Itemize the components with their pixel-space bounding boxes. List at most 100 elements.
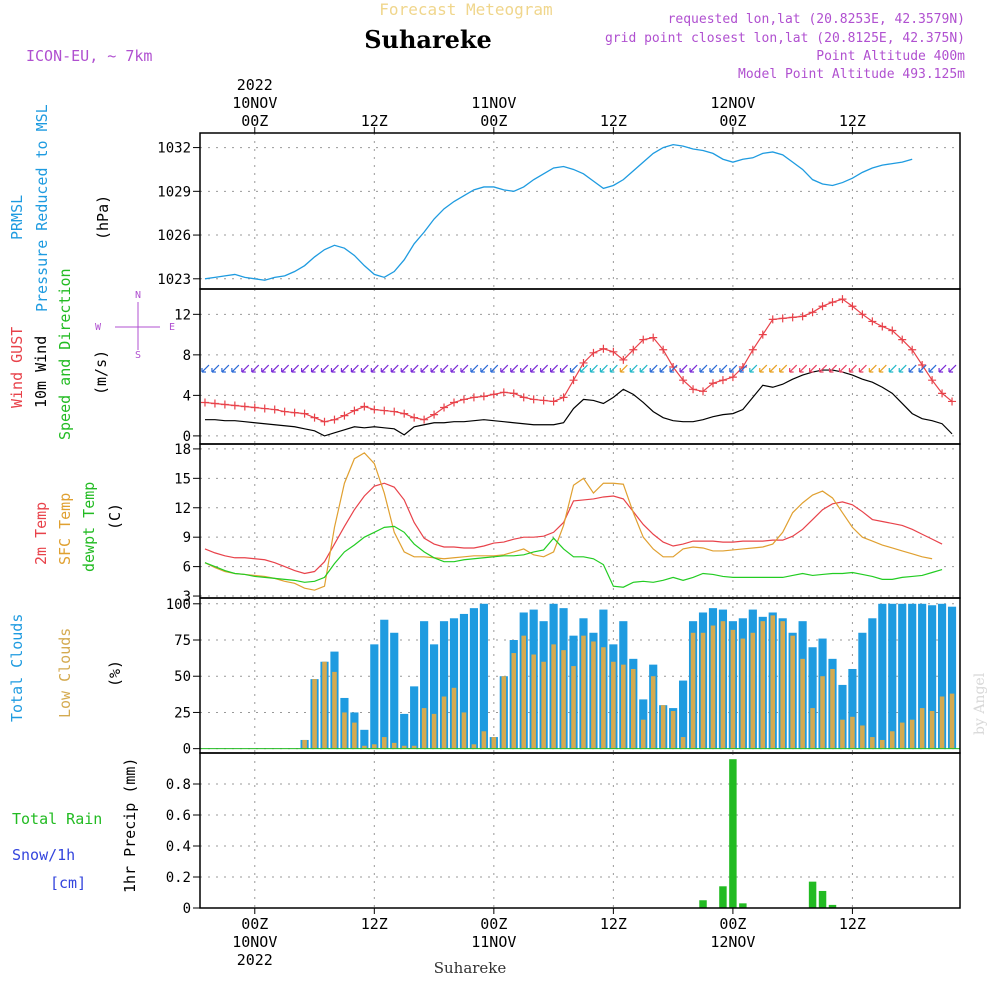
wind-arrow <box>739 364 748 373</box>
total-cloud-bar <box>928 605 937 749</box>
pressure-label-1: PRMSL <box>8 195 26 240</box>
wind-arrow <box>818 364 827 373</box>
bottom-time-label-2: 11NOV <box>471 933 516 951</box>
gust-point <box>629 345 638 354</box>
low-cloud-bar <box>870 737 875 749</box>
low-cloud-bar <box>720 621 726 749</box>
wind-arrow <box>789 364 798 373</box>
chart-subtitle: Forecast Meteogram <box>379 0 552 19</box>
grid-coords: grid point closest lon,lat (20.8125E, 42… <box>605 31 965 46</box>
bottom-time-label-0: 10NOV <box>232 933 277 951</box>
gust-point <box>469 393 478 402</box>
low-cloud-bar <box>850 716 855 749</box>
wind-arrow <box>629 364 638 373</box>
gust-point <box>619 355 628 364</box>
gust-point <box>599 344 608 353</box>
gust-point <box>489 390 498 399</box>
temp-dew-label: dewpt Temp <box>80 482 98 572</box>
gust-point <box>689 385 698 394</box>
wind-arrow <box>261 364 270 373</box>
low-cloud-bar <box>860 725 865 749</box>
wind-arrow <box>769 364 778 373</box>
gust-point <box>798 312 807 321</box>
gust-point <box>280 407 289 416</box>
compass-north: N <box>135 290 141 301</box>
low-cloud-bar <box>800 658 805 749</box>
wind-arrow <box>480 364 489 373</box>
total-clouds-label: Total Clouds <box>8 614 26 722</box>
wind-arrow <box>550 364 559 373</box>
gust-point <box>270 405 279 414</box>
low-cloud-bar <box>710 625 716 749</box>
wind-arrow <box>928 364 937 373</box>
wind-arrow <box>868 364 877 373</box>
wind-arrow <box>540 364 549 373</box>
low-cloud-bar <box>949 693 955 749</box>
wind-arrow <box>888 364 897 373</box>
gust-point <box>400 409 409 418</box>
gust-point <box>788 313 797 322</box>
ytick-label-clouds-0: 0 <box>183 742 191 758</box>
low-cloud-bar <box>750 632 756 749</box>
low-cloud-bar <box>372 744 377 749</box>
total-cloud-bar <box>838 684 847 749</box>
low-cloud-bar <box>322 661 327 749</box>
gust-point <box>430 410 439 419</box>
gust-point <box>549 397 558 406</box>
low-cloud-bar <box>909 719 915 749</box>
gust-point <box>360 402 369 411</box>
gust-point <box>878 322 887 331</box>
gust-point <box>828 298 837 307</box>
wind-arrow <box>470 364 479 373</box>
gust-point <box>559 393 568 402</box>
ytick-label-temperature-4: 15 <box>174 471 191 487</box>
wind-arrow <box>828 364 837 373</box>
low-cloud-bar <box>810 708 815 749</box>
ytick-label-precip-1: 0.2 <box>166 870 191 886</box>
compass-west: W <box>95 322 102 333</box>
top-time-label-2: 11NOV <box>471 94 516 112</box>
temp-dew-line <box>204 525 943 588</box>
gust-point <box>808 308 817 317</box>
gust-point <box>579 358 588 367</box>
low-cloud-bar <box>411 745 417 749</box>
total-cloud-bar <box>420 621 429 749</box>
low-cloud-bar <box>631 668 636 749</box>
bottom-time-label-1: 12Z <box>361 915 388 933</box>
low-clouds-label: Low Clouds <box>56 628 74 718</box>
low-cloud-bar <box>889 731 895 749</box>
wind-arrow <box>918 364 927 373</box>
wind-arrow <box>320 364 329 373</box>
wind-arrow <box>460 364 469 373</box>
gust-label: Wind GUST <box>8 327 26 408</box>
gust-point <box>718 376 727 385</box>
wind-arrow <box>211 364 220 373</box>
ytick-label-temperature-3: 12 <box>174 501 191 517</box>
low-cloud-bar <box>929 710 935 749</box>
gust-line <box>204 298 953 423</box>
temp-sfc-line <box>204 452 933 591</box>
ytick-label-clouds-3: 75 <box>174 633 191 649</box>
low-cloud-bar <box>381 737 387 749</box>
low-cloud-bar <box>760 621 766 749</box>
low-cloud-bar <box>780 621 785 749</box>
bottom-time-label-3: 12Z <box>600 915 627 933</box>
wind-arrow <box>579 364 588 373</box>
top-time-label-4: 12NOV <box>710 94 755 112</box>
gust-point <box>420 415 429 424</box>
total-cloud-bar <box>429 644 439 749</box>
wind-arrow <box>878 364 887 373</box>
rain-bar <box>699 900 707 908</box>
compass-south: S <box>135 350 141 361</box>
gust-point <box>220 400 229 409</box>
total-cloud-bar <box>868 618 877 749</box>
total-cloud-bar <box>898 603 907 749</box>
gust-point <box>858 310 867 319</box>
gust-point <box>938 389 947 398</box>
ytick-label-precip-3: 0.6 <box>166 808 191 824</box>
wind-arrow <box>310 364 319 373</box>
wind-arrow <box>679 364 688 373</box>
top-time-label-4: 00Z <box>719 112 746 130</box>
top-time-label-0: 2022 <box>237 76 273 94</box>
wind-arrow <box>350 364 359 373</box>
